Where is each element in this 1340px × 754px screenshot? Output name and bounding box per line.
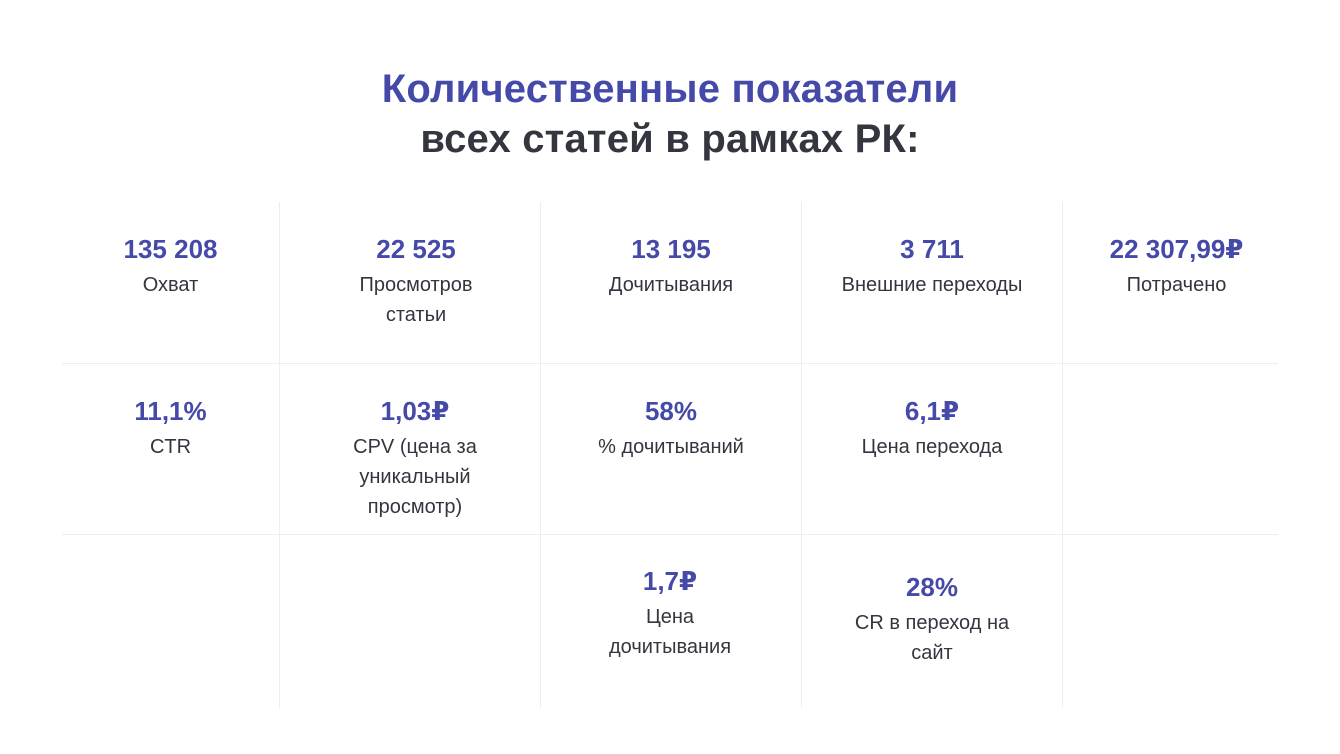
metric-label: Внешние переходы (841, 274, 1023, 296)
row-divider (62, 363, 1278, 364)
metric-label: Потрачено (1126, 274, 1227, 296)
metric-label: Просмотров статьи (359, 274, 473, 326)
row-divider (62, 534, 1278, 535)
metric-value: 22 307,99₽ (1109, 234, 1244, 264)
metric-readthroughs: 13 195 Дочитывания (541, 232, 801, 300)
metric-label: % дочитываний (598, 436, 744, 458)
metric-value: 58% (644, 396, 698, 426)
metric-readthrough-rate: 58% % дочитываний (541, 394, 801, 462)
metric-readthrough-price: 1,7₽ Цена дочитывания (585, 564, 755, 662)
metric-label: Цена перехода (861, 436, 1003, 458)
metric-label: CPV (цена за уникальный просмотр) (353, 436, 477, 518)
metric-value: 11,1% (134, 396, 207, 426)
metric-value: 22 525 (376, 234, 456, 264)
column-divider (801, 202, 802, 708)
column-divider (279, 202, 280, 708)
metric-value: 1,03₽ (380, 396, 450, 426)
metric-spent: 22 307,99₽ Потрачено (1063, 232, 1290, 300)
metric-value: 1,7₽ (642, 566, 698, 596)
metric-label: Дочитывания (608, 274, 734, 296)
metric-click-price: 6,1₽ Цена перехода (802, 394, 1062, 462)
page-title: Количественные показатели (381, 67, 959, 111)
metric-label: Цена дочитывания (608, 606, 732, 658)
metric-value: 13 195 (631, 234, 711, 264)
metric-reach: 135 208 Охват (62, 232, 279, 300)
metric-value: 3 711 (900, 234, 964, 264)
metric-value: 28% (905, 572, 959, 602)
metric-ctr: 11,1% CTR (62, 394, 279, 462)
metric-label: CTR (149, 436, 192, 458)
column-divider (540, 202, 541, 708)
metric-cr-to-site: 28% CR в переход на сайт (852, 570, 1012, 668)
metric-label: Охват (142, 274, 199, 296)
metric-label: CR в переход на сайт (854, 612, 1010, 664)
page-subtitle: всех статей в рамках РК: (420, 117, 920, 161)
metric-cpv: 1,03₽ CPV (цена за уникальный просмотр) (325, 394, 505, 522)
metric-external-clicks: 3 711 Внешние переходы (802, 232, 1062, 300)
metric-value: 135 208 (123, 234, 218, 264)
metric-views: 22 525 Просмотров статьи (332, 232, 500, 330)
column-divider (1062, 202, 1063, 708)
metric-value: 6,1₽ (904, 396, 960, 426)
